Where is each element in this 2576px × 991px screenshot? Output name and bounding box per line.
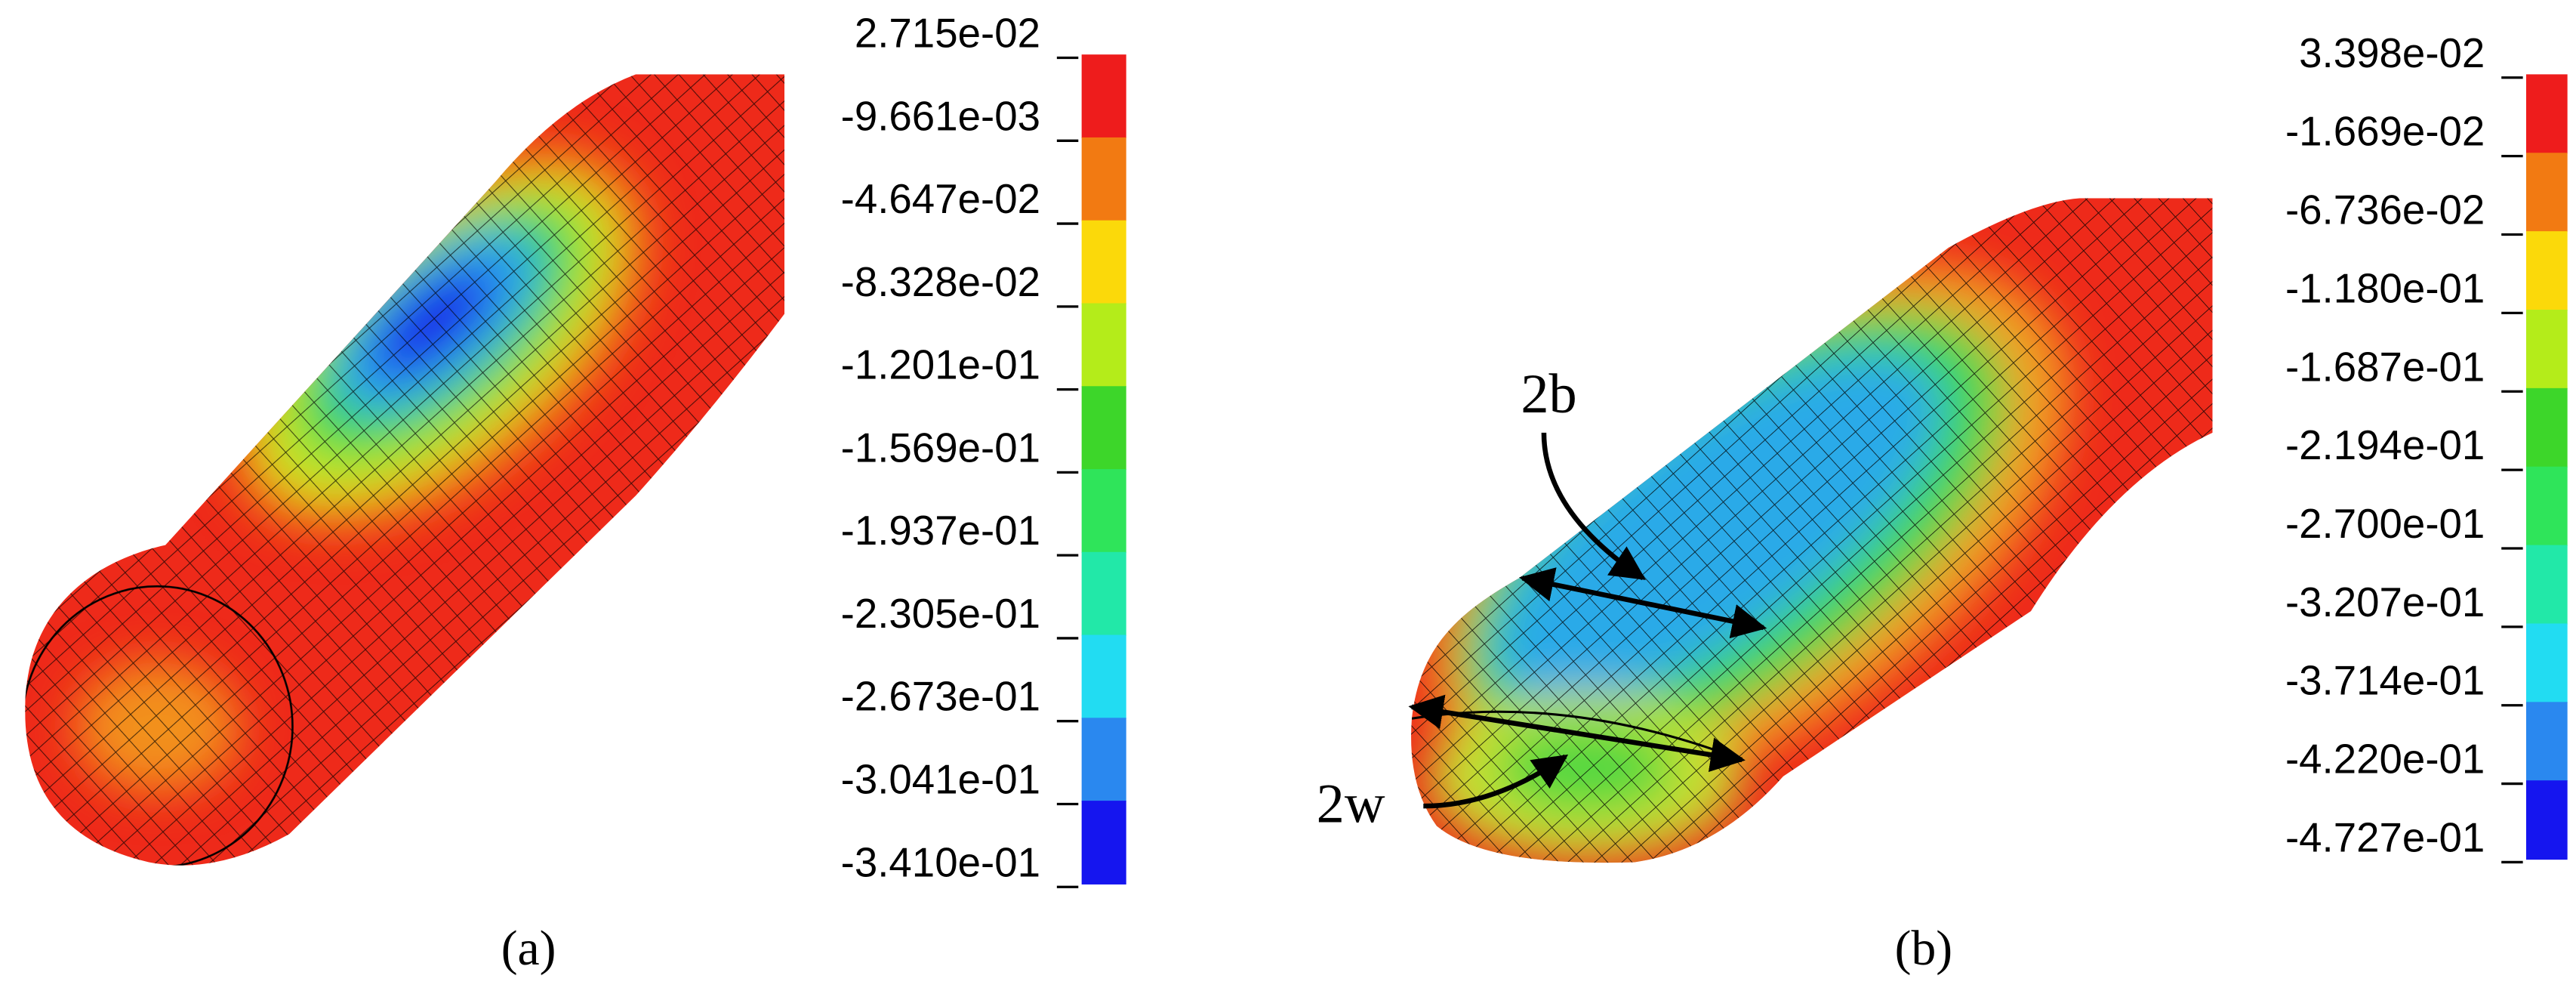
legend-label: 3.398e-02	[2299, 30, 2485, 76]
legend-band	[2526, 153, 2568, 233]
legend-label: -1.201e-01	[841, 342, 1040, 388]
legend-label: -2.700e-01	[2285, 501, 2485, 547]
legend-label: -2.194e-01	[2285, 422, 2485, 468]
legend-band	[1081, 801, 1126, 884]
legend-band	[2526, 74, 2568, 154]
legend-band	[1081, 137, 1126, 221]
legend-label: -2.673e-01	[841, 674, 1040, 720]
legend-label: -1.937e-01	[841, 508, 1040, 554]
legend-band	[2526, 702, 2568, 782]
legend-label: 2.715e-02	[855, 11, 1040, 57]
legend-label: -2.305e-01	[841, 591, 1040, 637]
legend-band	[2526, 387, 2568, 468]
legend-band	[1081, 303, 1126, 387]
annotation-arrows	[1408, 432, 1767, 809]
legends: 2.715e-02 -9.661e-03 -4.647e-02 -8.328e-02 -…	[841, 11, 2568, 888]
panel-caption: (a)	[501, 922, 556, 976]
legend-label: -6.736e-02	[2285, 187, 2485, 233]
legend-label: -1.569e-01	[841, 424, 1040, 471]
legend-label: -3.207e-01	[2285, 579, 2485, 625]
legend-band	[1081, 634, 1126, 719]
legend-band	[2526, 623, 2568, 703]
legend-band	[1081, 551, 1126, 636]
legend-band	[1081, 386, 1126, 471]
legend-label: -8.328e-02	[841, 259, 1040, 305]
legend-label: -9.661e-03	[841, 93, 1040, 139]
legend-band	[1081, 718, 1126, 802]
legend-label: -3.714e-01	[2285, 658, 2485, 704]
legend-band	[2526, 231, 2568, 311]
tube-b	[1411, 198, 2213, 863]
legend-label: -3.410e-01	[841, 839, 1040, 885]
legend-label: -1.180e-01	[2285, 265, 2485, 311]
legend-label: -1.669e-02	[2285, 109, 2485, 155]
legend-band	[1081, 220, 1126, 304]
legend-band	[2526, 466, 2568, 546]
legend-label: -4.727e-01	[2285, 814, 2485, 860]
legend-label: -4.220e-01	[2285, 736, 2485, 783]
legend-label: -3.041e-01	[841, 756, 1040, 802]
annotation: 2b	[1521, 363, 1576, 425]
tube-a	[25, 74, 785, 866]
legend-band	[2526, 780, 2568, 860]
legend-label: -1.687e-01	[2285, 344, 2485, 390]
annotation: 2w	[1317, 773, 1385, 835]
legend-band	[1081, 54, 1126, 139]
legend-band	[2526, 310, 2568, 389]
panel-caption: (b)	[1895, 922, 1952, 976]
legend-band	[1081, 469, 1126, 553]
legend-band	[2526, 545, 2568, 625]
legend-label: -4.647e-02	[841, 176, 1040, 222]
